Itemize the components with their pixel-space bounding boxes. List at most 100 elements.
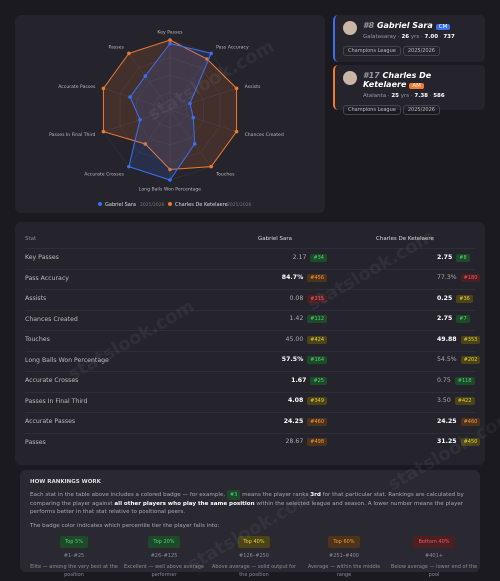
club: Atalanta xyxy=(363,93,387,99)
radar-axis-label: Passes xyxy=(109,45,125,51)
stat-value: 1.42 xyxy=(289,315,304,322)
text: for that particular stat. Rankings are c… xyxy=(30,492,464,507)
stat-cell: 24.25 #460 xyxy=(335,417,481,426)
text: all other players who play the same posi… xyxy=(114,501,255,507)
rank-badge: #7 xyxy=(456,315,470,323)
rank-badge: #353 xyxy=(460,335,481,344)
player-header: #17 Charles De Ketelaere AM Atalanta · 25 … xyxy=(343,71,477,99)
stat-value: 24.25 xyxy=(437,417,457,425)
stat-cell: 0.08 #315 xyxy=(215,294,335,303)
age-unit: yrs xyxy=(410,34,420,40)
rank-badge: #422 xyxy=(454,397,475,405)
table-row: Key Passes 2.17 #34 2.75 #8 xyxy=(25,248,475,266)
radar-chart: Key Passes Pass Accuracy Assists Chances Cr… xyxy=(49,30,284,208)
rank-badge: #202 xyxy=(460,356,481,364)
legend-dot xyxy=(168,202,172,206)
radar-axis-label: Pass Accuracy xyxy=(216,45,249,51)
table-header: Stat Gabriel Sara Charles De Ketelaere xyxy=(25,230,475,248)
tier: Top 60% #251–#400 Average — within the mid… xyxy=(300,536,388,579)
tier: Bottom 40% #401+ Below average — lower end… xyxy=(390,536,478,579)
legend-dot xyxy=(98,202,102,206)
rating: 7.00 xyxy=(424,34,439,40)
stat-cell: 45.00 #424 xyxy=(215,335,335,344)
radar-point xyxy=(138,117,142,122)
tier-range: #251–#400 xyxy=(329,553,359,559)
age-unit: yrs xyxy=(400,93,410,99)
radar-point xyxy=(143,142,148,146)
stats-table: Stat Gabriel Sara Charles De Ketelaere Key … xyxy=(15,222,485,465)
table-row: Touches 45.00 #424 49.88 #353 xyxy=(25,330,481,348)
stat-value: 24.25 xyxy=(283,417,304,425)
stat-cell: 2.75 #7 xyxy=(335,315,475,323)
position-badge: CM xyxy=(435,24,451,30)
stat-cell: 3.50 #422 xyxy=(335,397,475,405)
radar-point xyxy=(143,74,148,78)
header-b: Charles De Ketelaere xyxy=(376,236,434,242)
stat-value: 45.00 xyxy=(285,335,304,343)
legend-name: Charles De Ketelaere xyxy=(175,202,228,208)
position-badge: AM xyxy=(409,83,424,89)
avatar xyxy=(343,21,357,35)
stat-name: Chances Created xyxy=(25,315,78,323)
player-meta: Galatasaray · 26 yrs · 7.00 · 737 xyxy=(363,34,455,40)
radar-axis-label: Long Balls Won Percentage xyxy=(139,186,201,192)
rank-badge: #36 xyxy=(456,294,473,303)
radar-point xyxy=(209,164,213,169)
stat-cell: 31.25 #450 xyxy=(335,438,481,446)
league-chip: Champions League xyxy=(343,46,401,56)
tier-label: Top 60% xyxy=(328,536,360,548)
stat-name: Pass Accuracy xyxy=(25,274,69,282)
info-box: HOW RANKINGS WORK Each stat in the table … xyxy=(20,470,480,578)
minutes: 737 xyxy=(443,34,455,40)
text: 3rd xyxy=(310,492,321,498)
stat-cell: 84.7% #456 xyxy=(215,274,335,282)
table-row: Accurate Passes 24.25 #460 24.25 #460 xyxy=(25,412,481,430)
text: within the selected league and season. A… xyxy=(30,501,464,515)
stat-value: 2.75 xyxy=(437,315,453,322)
stat-cell: 57.5% #164 xyxy=(215,356,335,364)
player-meta: Atalanta · 25 yrs · 7.38 · 586 xyxy=(363,93,445,99)
rank-badge: #25 xyxy=(310,376,327,385)
stat-name: Key Passes xyxy=(25,254,59,261)
tier-range: #401+ xyxy=(425,553,443,559)
rank-badge: #180 xyxy=(460,274,481,282)
stat-cell: 2.17 #34 xyxy=(215,253,335,262)
tier-desc: Elite — among the very best at the posit… xyxy=(30,564,118,578)
radar-spoke xyxy=(103,109,171,132)
player-name-line: #17 Charles De Ketelaere xyxy=(363,71,431,89)
stat-cell: 28.67 #498 xyxy=(215,438,335,446)
player-number: #17 xyxy=(363,71,380,80)
example-badge: #3 xyxy=(226,490,241,500)
rank-badge: #456 xyxy=(307,274,327,282)
stat-name: Passes In Final Third xyxy=(25,397,88,405)
avatar xyxy=(343,71,357,85)
tier-label: Top 40% xyxy=(238,536,270,548)
rank-badge: #460 xyxy=(460,417,481,426)
stat-value: 0.08 xyxy=(289,294,304,302)
player-name-line: #8 Gabriel Sara xyxy=(363,21,433,30)
stat-cell: 1.67 #25 xyxy=(215,376,335,385)
radar-point xyxy=(168,167,172,172)
table-row: Long Balls Won Percentage 57.5% #164 54.5% #… xyxy=(25,350,481,369)
stat-cell: 2.75 #8 xyxy=(335,253,475,262)
tier-desc: Average — within the middle range xyxy=(307,564,381,578)
stat-value: 77.3% xyxy=(437,274,457,281)
tier-label: Top 5% xyxy=(60,536,88,548)
stat-cell: 4.08 #349 xyxy=(215,397,335,405)
radar-point xyxy=(209,51,213,56)
stat-name: Assists xyxy=(25,295,47,302)
stat-cell: 77.3% #180 xyxy=(335,274,481,282)
radar-spoke xyxy=(169,53,212,111)
header-stat: Stat xyxy=(25,236,37,242)
rank-badge: #34 xyxy=(310,253,327,262)
stat-name: Accurate Crosses xyxy=(25,377,79,384)
radar-point xyxy=(168,38,172,42)
radar-point xyxy=(101,129,106,134)
info-paragraph: Each stat in the table above includes a … xyxy=(30,490,470,516)
stat-value: 31.25 xyxy=(437,438,457,445)
stat-name: Passes xyxy=(25,438,46,446)
rank-badge: #424 xyxy=(307,335,327,344)
stat-value: 0.25 xyxy=(437,294,453,302)
tier-desc: Above average — solid output for the pos… xyxy=(211,564,297,578)
